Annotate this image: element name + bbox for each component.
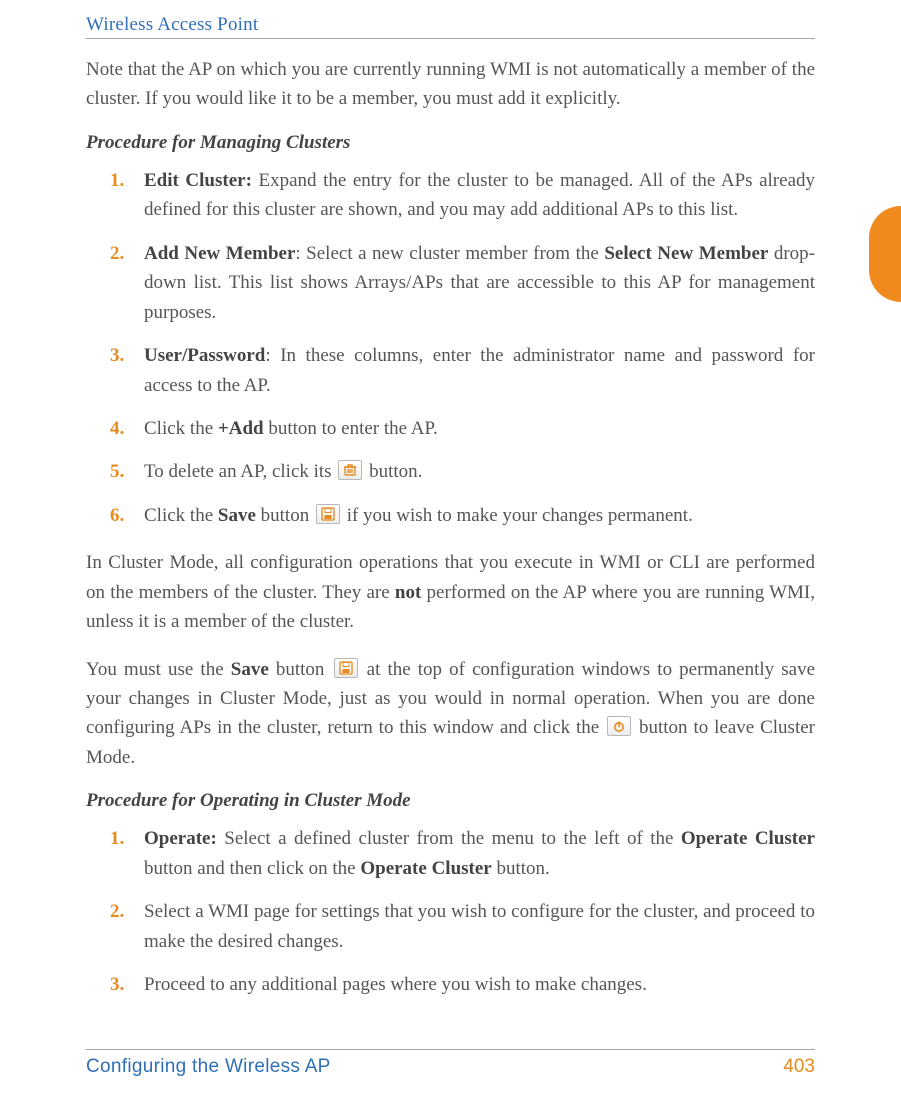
step-text: To delete an AP, click its	[144, 461, 336, 482]
step-number: 3.	[110, 341, 138, 370]
save-icon	[334, 658, 358, 678]
para-text: button	[269, 659, 332, 680]
side-tab	[869, 206, 901, 302]
step-text: Click the	[144, 505, 218, 526]
body-paragraph: You must use the Save button at the top …	[86, 655, 815, 773]
step-text: button and then click on the	[144, 858, 360, 879]
step-lead: Edit Cluster:	[144, 170, 252, 191]
power-icon	[607, 716, 631, 736]
step-lead: User/Password	[144, 345, 265, 366]
running-head: Wireless Access Point	[86, 14, 815, 36]
section-heading: Procedure for Managing Clusters	[86, 132, 815, 154]
bottom-rule	[86, 1049, 815, 1050]
step-text: button.	[492, 858, 550, 879]
list-item: 5. To delete an AP, click its button.	[144, 457, 815, 486]
step-text: button to enter the AP.	[264, 418, 438, 439]
step-number: 2.	[110, 239, 138, 268]
delete-icon	[338, 460, 362, 480]
list-item: 3. User/Password: In these columns, ente…	[144, 341, 815, 400]
bold-term: +Add	[218, 418, 264, 439]
step-number: 1.	[110, 166, 138, 195]
step-text: if you wish to make your changes permane…	[342, 505, 693, 526]
step-text: : Select a new cluster member from the	[295, 243, 604, 264]
step-text: button.	[364, 461, 422, 482]
procedure-list-1: 1. Edit Cluster: Expand the entry for th…	[86, 166, 815, 530]
step-number: 2.	[110, 897, 138, 926]
bold-term: Operate Cluster	[681, 828, 815, 849]
footer: Configuring the Wireless AP 403	[86, 1049, 815, 1078]
step-text: Proceed to any additional pages where yo…	[144, 974, 647, 995]
step-number: 1.	[110, 824, 138, 853]
step-number: 4.	[110, 414, 138, 443]
step-text: Select a WMI page for settings that you …	[144, 901, 815, 951]
section-heading: Procedure for Operating in Cluster Mode	[86, 790, 815, 812]
para-text: You must use the	[86, 659, 231, 680]
bold-term: not	[395, 582, 421, 603]
list-item: 3. Proceed to any additional pages where…	[144, 970, 815, 999]
step-number: 6.	[110, 501, 138, 530]
step-text: Select a defined cluster from the menu t…	[217, 828, 681, 849]
list-item: 1. Edit Cluster: Expand the entry for th…	[144, 166, 815, 225]
list-item: 1. Operate: Select a defined cluster fro…	[144, 824, 815, 883]
step-lead: Operate:	[144, 828, 217, 849]
top-rule	[86, 38, 815, 39]
save-icon	[316, 504, 340, 524]
step-number: 5.	[110, 457, 138, 486]
intro-paragraph: Note that the AP on which you are curren…	[86, 55, 815, 114]
bold-term: Operate Cluster	[360, 858, 491, 879]
list-item: 2. Select a WMI page for settings that y…	[144, 897, 815, 956]
footer-section-title: Configuring the Wireless AP	[86, 1056, 331, 1078]
step-number: 3.	[110, 970, 138, 999]
bold-term: Save	[231, 659, 269, 680]
step-text: Click the	[144, 418, 218, 439]
step-lead: Add New Member	[144, 243, 295, 264]
procedure-list-2: 1. Operate: Select a defined cluster fro…	[86, 824, 815, 999]
list-item: 4. Click the +Add button to enter the AP…	[144, 414, 815, 443]
body-paragraph: In Cluster Mode, all configuration opera…	[86, 548, 815, 636]
footer-row: Configuring the Wireless AP 403	[86, 1056, 815, 1078]
page: Wireless Access Point Note that the AP o…	[0, 0, 901, 1114]
bold-term: Select New Member	[604, 243, 768, 264]
step-text: button	[256, 505, 314, 526]
list-item: 2. Add New Member: Select a new cluster …	[144, 239, 815, 327]
bold-term: Save	[218, 505, 256, 526]
list-item: 6. Click the Save button if you wish to …	[144, 501, 815, 530]
page-number: 403	[783, 1056, 815, 1078]
